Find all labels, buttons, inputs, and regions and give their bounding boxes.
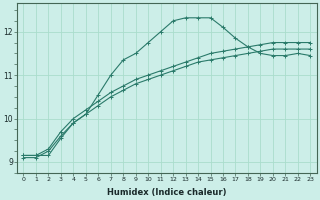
X-axis label: Humidex (Indice chaleur): Humidex (Indice chaleur) — [107, 188, 227, 197]
